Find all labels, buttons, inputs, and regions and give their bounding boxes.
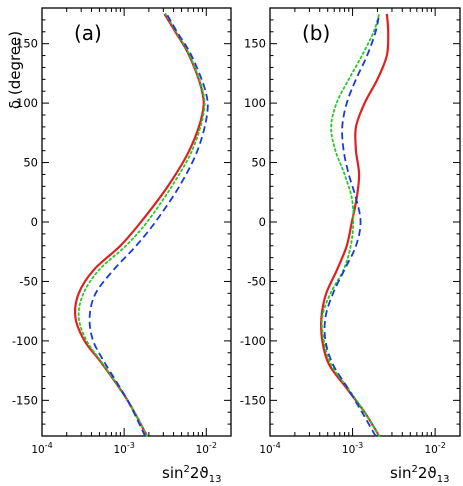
series-line-dashed xyxy=(323,13,381,437)
y-tick-label: 0 xyxy=(31,215,38,229)
y-tick-label: 150 xyxy=(244,37,266,51)
x-tick-base: 10 xyxy=(196,444,209,456)
series-line-solid xyxy=(320,13,390,437)
x-tick-base: 10 xyxy=(424,444,437,456)
panel-label: (b) xyxy=(302,21,330,45)
series-line-dashed xyxy=(88,13,209,437)
y-tick-label: 100 xyxy=(244,96,266,110)
x-axis-title-b-rest: 2ϑ xyxy=(418,464,437,482)
x-tick-base: 10 xyxy=(259,444,272,456)
x-tick-label: 10-2 xyxy=(196,441,217,456)
x-tick-base: 10 xyxy=(113,444,126,456)
x-axis-title-a-rest: 2ϑ xyxy=(190,464,209,482)
plot-frame xyxy=(41,7,232,437)
panel-label: (a) xyxy=(74,21,102,45)
x-tick-base: 10 xyxy=(31,444,44,456)
y-tick-label: -150 xyxy=(12,393,38,407)
x-axis-title-a-sub: 13 xyxy=(209,474,222,485)
y-tick-label: 0 xyxy=(259,215,266,229)
x-tick-label: 10-3 xyxy=(113,441,134,456)
x-tick-base: 10 xyxy=(342,444,355,456)
x-tick-label: 10-4 xyxy=(259,441,280,456)
x-axis-title-a-base: sin xyxy=(162,464,184,482)
y-tick-label: 50 xyxy=(23,156,38,170)
y-tick-label: -100 xyxy=(240,334,266,348)
x-tick-exp: -2 xyxy=(438,441,446,450)
x-tick-exp: -2 xyxy=(209,441,217,450)
x-tick-exp: -4 xyxy=(45,441,53,450)
series-line-dotted xyxy=(77,13,206,437)
x-tick-label: 10-4 xyxy=(31,441,52,456)
y-tick-label: 150 xyxy=(16,37,38,51)
x-tick-exp: -3 xyxy=(127,441,135,450)
plot-frame xyxy=(269,7,461,437)
series-line-solid xyxy=(73,13,205,437)
y-tick-label: -150 xyxy=(240,393,266,407)
y-tick-label: -100 xyxy=(12,334,38,348)
x-axis-title-a-sup: 2 xyxy=(184,464,190,475)
x-tick-exp: -3 xyxy=(355,441,363,450)
x-tick-label: 10-2 xyxy=(424,441,445,456)
y-tick-label: -50 xyxy=(247,274,266,288)
y-tick-label: 50 xyxy=(251,156,266,170)
y-tick-label: 100 xyxy=(16,96,38,110)
x-axis-title-b-base: sin xyxy=(390,464,412,482)
x-tick-label: 10-3 xyxy=(342,441,363,456)
series-line-dotted xyxy=(320,13,381,437)
x-axis-title-b: sin22ϑ13 xyxy=(390,464,449,485)
y-tick-label: -50 xyxy=(19,274,38,288)
y-axis-title: δ (degree) xyxy=(6,31,24,109)
x-tick-exp: -4 xyxy=(273,441,281,450)
x-axis-title-b-sub: 13 xyxy=(437,474,450,485)
x-axis-title-a: sin22ϑ13 xyxy=(162,464,221,485)
x-axis-title-b-sup: 2 xyxy=(412,464,418,475)
